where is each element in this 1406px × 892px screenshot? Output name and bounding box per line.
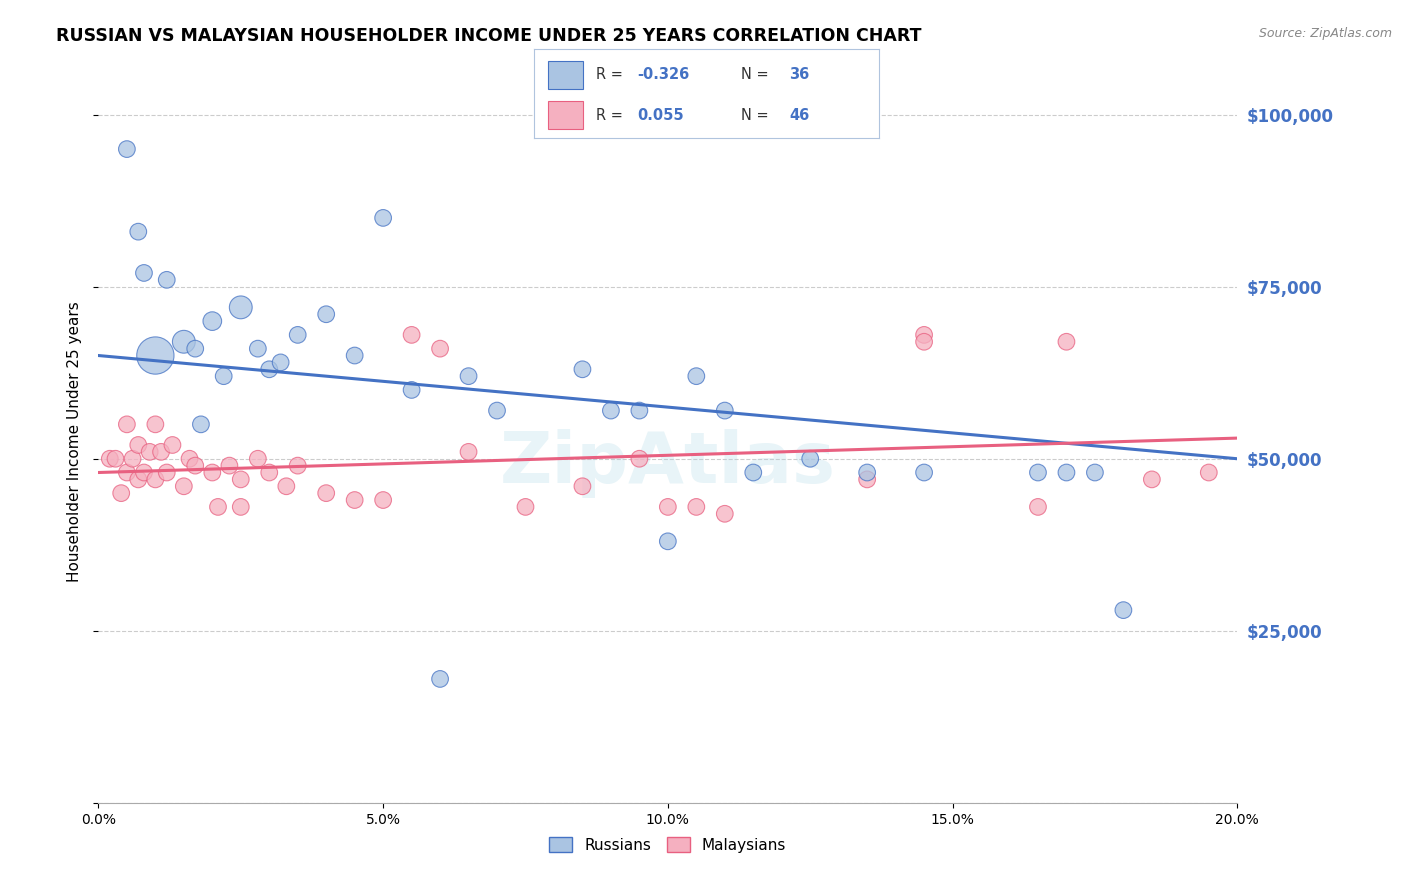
Point bbox=[856, 472, 879, 486]
Point bbox=[184, 458, 207, 473]
Point bbox=[1026, 466, 1049, 480]
Point bbox=[145, 349, 167, 363]
Point bbox=[229, 500, 252, 514]
Point bbox=[515, 500, 537, 514]
Point bbox=[156, 466, 179, 480]
Point bbox=[1112, 603, 1135, 617]
Point bbox=[150, 445, 173, 459]
Point bbox=[628, 403, 651, 417]
Text: R =: R = bbox=[596, 108, 628, 122]
Point bbox=[315, 307, 337, 321]
Point bbox=[104, 451, 127, 466]
Point bbox=[571, 479, 593, 493]
Point bbox=[127, 438, 149, 452]
Point bbox=[600, 403, 623, 417]
Point bbox=[201, 314, 224, 328]
Point bbox=[1198, 466, 1220, 480]
Y-axis label: Householder Income Under 25 years: Householder Income Under 25 years bbox=[67, 301, 83, 582]
Point bbox=[714, 507, 737, 521]
Point bbox=[685, 369, 707, 384]
Point bbox=[714, 403, 737, 417]
Point bbox=[173, 479, 195, 493]
Point bbox=[246, 451, 269, 466]
Point bbox=[190, 417, 212, 432]
Point bbox=[799, 451, 821, 466]
Legend: Russians, Malaysians: Russians, Malaysians bbox=[541, 829, 794, 860]
Point bbox=[401, 327, 423, 342]
Point bbox=[229, 301, 252, 315]
Point bbox=[1084, 466, 1107, 480]
Point bbox=[315, 486, 337, 500]
Bar bbox=[548, 101, 582, 129]
Point bbox=[371, 211, 394, 225]
Text: Source: ZipAtlas.com: Source: ZipAtlas.com bbox=[1258, 27, 1392, 40]
Point bbox=[98, 451, 121, 466]
Point bbox=[156, 273, 179, 287]
Point bbox=[856, 466, 879, 480]
Point bbox=[207, 500, 229, 514]
Point bbox=[742, 466, 765, 480]
Text: ZipAtlas: ZipAtlas bbox=[501, 429, 835, 498]
Point bbox=[371, 493, 394, 508]
Point bbox=[184, 342, 207, 356]
Point bbox=[145, 472, 167, 486]
Point bbox=[657, 500, 679, 514]
Point bbox=[110, 486, 132, 500]
Point bbox=[429, 342, 451, 356]
Point bbox=[628, 451, 651, 466]
Text: R =: R = bbox=[596, 68, 628, 82]
Point bbox=[173, 334, 195, 349]
Point bbox=[571, 362, 593, 376]
Point bbox=[115, 466, 138, 480]
Point bbox=[1026, 500, 1049, 514]
Point bbox=[121, 451, 143, 466]
Point bbox=[132, 466, 155, 480]
Point bbox=[246, 342, 269, 356]
Point bbox=[287, 458, 309, 473]
Point bbox=[115, 142, 138, 156]
Point bbox=[457, 369, 479, 384]
Point bbox=[401, 383, 423, 397]
Point bbox=[201, 466, 224, 480]
Text: 36: 36 bbox=[789, 68, 810, 82]
Point bbox=[657, 534, 679, 549]
Text: RUSSIAN VS MALAYSIAN HOUSEHOLDER INCOME UNDER 25 YEARS CORRELATION CHART: RUSSIAN VS MALAYSIAN HOUSEHOLDER INCOME … bbox=[56, 27, 922, 45]
Point bbox=[259, 362, 281, 376]
Point bbox=[276, 479, 298, 493]
Point bbox=[127, 225, 149, 239]
Point bbox=[212, 369, 235, 384]
Point bbox=[145, 417, 167, 432]
Text: 46: 46 bbox=[789, 108, 810, 122]
Point bbox=[1140, 472, 1163, 486]
Point bbox=[132, 266, 155, 280]
Point bbox=[1056, 334, 1078, 349]
Bar bbox=[548, 61, 582, 89]
Point bbox=[343, 349, 366, 363]
Text: N =: N = bbox=[741, 108, 773, 122]
Point bbox=[429, 672, 451, 686]
Point bbox=[1056, 466, 1078, 480]
Point bbox=[270, 355, 292, 369]
Point bbox=[218, 458, 240, 473]
Point bbox=[179, 451, 201, 466]
Point bbox=[343, 493, 366, 508]
Point bbox=[162, 438, 184, 452]
Point bbox=[912, 466, 935, 480]
Point bbox=[912, 327, 935, 342]
Point bbox=[685, 500, 707, 514]
Point bbox=[115, 417, 138, 432]
Point bbox=[287, 327, 309, 342]
Text: 0.055: 0.055 bbox=[638, 108, 685, 122]
Point bbox=[486, 403, 509, 417]
Point bbox=[138, 445, 160, 459]
Text: -0.326: -0.326 bbox=[638, 68, 690, 82]
Point bbox=[127, 472, 149, 486]
Point bbox=[457, 445, 479, 459]
Point bbox=[912, 334, 935, 349]
Point bbox=[229, 472, 252, 486]
Point bbox=[259, 466, 281, 480]
Text: N =: N = bbox=[741, 68, 773, 82]
